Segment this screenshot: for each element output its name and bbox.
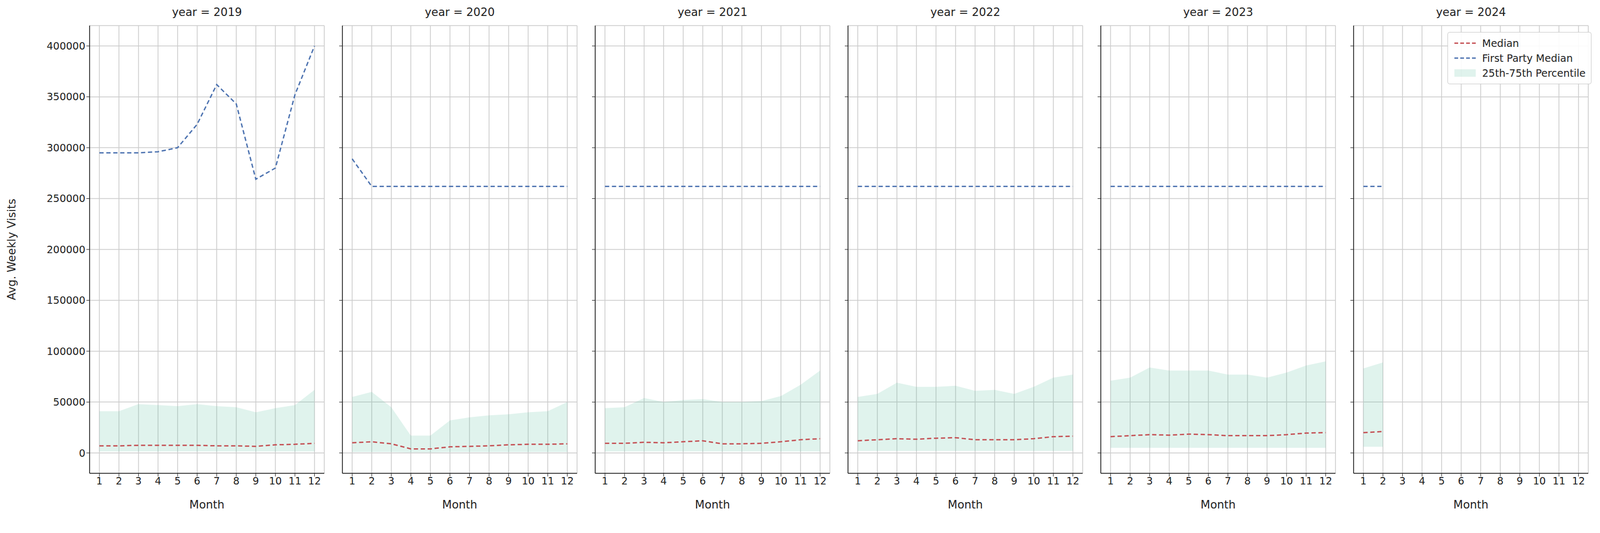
svg-text:5: 5 [174,475,181,487]
svg-text:8: 8 [233,475,240,487]
html-text:year = 2019: year = 2019 [171,5,242,19]
svg-text:12: 12 [1572,475,1586,487]
svg-text:7: 7 [718,475,726,487]
svg-text:1: 1 [1360,475,1367,487]
svg-text:4: 4 [1165,475,1173,487]
html-text:First Party Median: First Party Median [1482,52,1573,64]
svg-text:11: 11 [794,475,807,487]
svg-text:2: 2 [621,475,628,487]
svg-text:2: 2 [874,475,881,487]
svg-text:Month: Month [442,498,478,512]
svg-text:2: 2 [1126,475,1134,487]
svg-text:7: 7 [1477,475,1484,487]
svg-text:11: 11 [1299,475,1313,487]
svg-text:9: 9 [505,475,512,487]
svg-text:300000: 300000 [46,141,86,154]
svg-text:9: 9 [758,475,765,487]
svg-text:9: 9 [1264,475,1271,487]
svg-text:1: 1 [348,475,356,487]
svg-text:250000: 250000 [46,192,86,205]
svg-text:3: 3 [893,475,901,487]
svg-text:10: 10 [268,475,282,487]
html-text:year = 2023: year = 2023 [1183,5,1254,19]
svg-text:Month: Month [189,498,225,512]
svg-text:2: 2 [1379,475,1387,487]
svg-text:Month: Month [694,498,731,512]
html-text:year = 2020: year = 2020 [424,5,495,19]
svg-text:12: 12 [1319,475,1333,487]
svg-text:50000: 50000 [53,396,86,408]
svg-text:3: 3 [388,475,395,487]
html-text:year = 2021: year = 2021 [677,5,748,19]
svg-text:9: 9 [1011,475,1018,487]
svg-text:11: 11 [1552,475,1566,487]
svg-text:12: 12 [308,475,322,487]
svg-text:4: 4 [660,475,667,487]
svg-text:200000: 200000 [46,243,86,256]
svg-text:4: 4 [1418,475,1426,487]
svg-text:8: 8 [1497,475,1504,487]
svg-text:8: 8 [738,475,746,487]
svg-text:12: 12 [813,475,827,487]
svg-text:8: 8 [485,475,493,487]
html-text:year = 2024: year = 2024 [1435,5,1506,19]
svg-text:4: 4 [154,475,162,487]
svg-text:1: 1 [1107,475,1114,487]
svg-text:6: 6 [194,475,201,487]
svg-text:400000: 400000 [46,40,86,52]
svg-text:6: 6 [1205,475,1212,487]
svg-text:1: 1 [601,475,608,487]
svg-text:Avg. Weekly Visits: Avg. Weekly Visits [5,198,19,301]
svg-text:10: 10 [1027,475,1040,487]
svg-text:12: 12 [1066,475,1080,487]
svg-text:150000: 150000 [46,294,86,307]
svg-text:Month: Month [1453,498,1489,512]
html-text:Median: Median [1482,37,1519,50]
svg-text:6: 6 [952,475,959,487]
svg-text:5: 5 [680,475,687,487]
svg-text:8: 8 [1244,475,1251,487]
svg-text:2: 2 [115,475,123,487]
svg-text:100000: 100000 [46,345,86,358]
svg-text:11: 11 [541,475,555,487]
svg-text:3: 3 [1146,475,1154,487]
svg-text:3: 3 [641,475,648,487]
svg-text:4: 4 [913,475,920,487]
svg-text:5: 5 [1185,475,1192,487]
svg-text:11: 11 [288,475,302,487]
svg-text:6: 6 [699,475,707,487]
svg-text:4: 4 [407,475,414,487]
svg-text:5: 5 [1438,475,1445,487]
svg-text:0: 0 [78,447,86,460]
html-text:25th-75th Percentile: 25th-75th Percentile [1482,67,1586,79]
svg-text:1: 1 [96,475,103,487]
svg-text:7: 7 [1224,475,1231,487]
svg-text:10: 10 [521,475,535,487]
svg-text:3: 3 [1399,475,1406,487]
svg-text:5: 5 [427,475,434,487]
svg-text:10: 10 [774,475,788,487]
svg-text:1: 1 [854,475,861,487]
svg-text:12: 12 [561,475,574,487]
svg-text:5: 5 [932,475,940,487]
svg-text:8: 8 [991,475,998,487]
svg-text:Month: Month [947,498,983,512]
svg-text:Month: Month [1200,498,1236,512]
svg-text:11: 11 [1046,475,1060,487]
svg-text:7: 7 [971,475,979,487]
svg-text:3: 3 [135,475,142,487]
svg-text:2: 2 [368,475,375,487]
svg-text:10: 10 [1532,475,1546,487]
svg-text:10: 10 [1280,475,1293,487]
html-text:year = 2022: year = 2022 [930,5,1001,19]
svg-text:6: 6 [446,475,454,487]
svg-text:350000: 350000 [46,90,86,103]
svg-text:7: 7 [466,475,473,487]
svg-text:9: 9 [1516,475,1524,487]
svg-text:6: 6 [1458,475,1465,487]
svg-text:9: 9 [252,475,260,487]
svg-text:7: 7 [213,475,220,487]
